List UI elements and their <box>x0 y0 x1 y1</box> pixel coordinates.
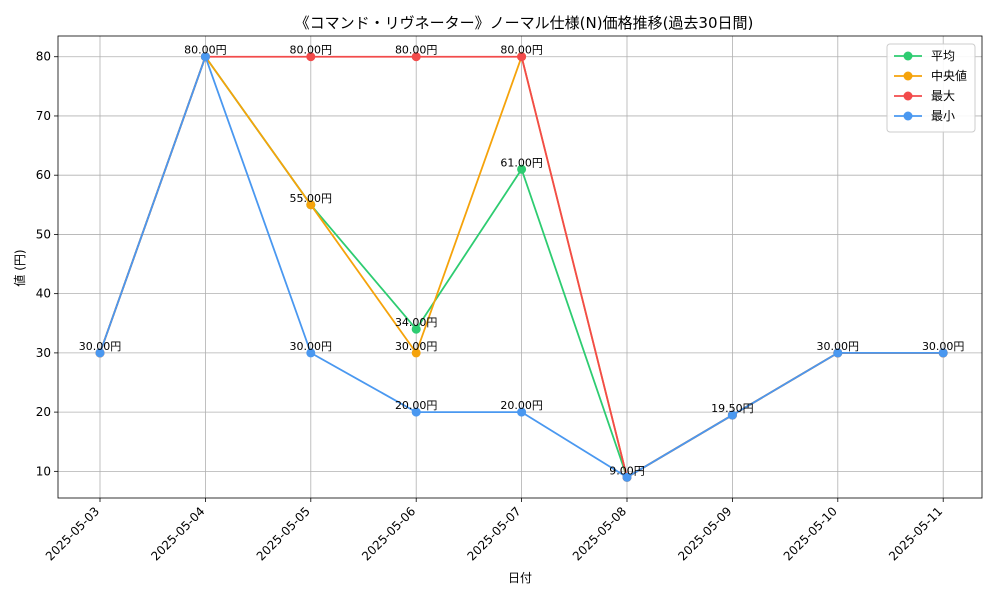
data-label: 30.00円 <box>817 340 860 353</box>
legend-box <box>886 43 976 133</box>
y-tick-label: 10 <box>36 464 51 478</box>
series-point-0 <box>411 324 421 334</box>
data-label: 30.00円 <box>290 340 333 353</box>
y-tick-label: 30 <box>36 346 51 360</box>
data-label: 34.00円 <box>395 316 438 329</box>
data-label: 61.00円 <box>500 156 543 169</box>
series-point-2 <box>517 52 527 62</box>
y-tick-label: 70 <box>36 109 51 123</box>
data-label: 30.00円 <box>79 340 122 353</box>
series-point-3 <box>727 410 737 420</box>
series-layer <box>95 52 948 482</box>
data-label: 9.00円 <box>609 464 645 477</box>
legend-marker-0 <box>903 51 913 61</box>
data-label: 55.00円 <box>290 192 333 205</box>
plot-frame <box>57 35 983 499</box>
series-point-1 <box>411 348 421 358</box>
series-point-3 <box>622 472 632 482</box>
legend-label-3: 最小 <box>931 109 955 123</box>
data-label: 19.50円 <box>711 402 754 415</box>
chart-title: 《コマンド・リヴネーター》ノーマル仕様(N)価格推移(過去30日間) <box>295 14 754 32</box>
data-label: 80.00円 <box>290 44 333 57</box>
series-point-3 <box>938 348 948 358</box>
x-axis-label: 日付 <box>508 571 532 585</box>
series-point-1 <box>306 200 316 210</box>
series-point-3 <box>833 348 843 358</box>
series-point-3 <box>517 407 527 417</box>
legend-label-2: 最大 <box>931 89 955 103</box>
y-tick-label: 20 <box>36 405 51 419</box>
data-label: 30.00円 <box>922 340 965 353</box>
legend-marker-1 <box>903 71 913 81</box>
y-tick-label: 40 <box>36 287 51 301</box>
y-tick-label: 50 <box>36 227 51 241</box>
series-point-3 <box>95 348 105 358</box>
data-label: 80.00円 <box>395 44 438 57</box>
data-label: 20.00円 <box>500 399 543 412</box>
series-point-0 <box>517 164 527 174</box>
y-tick-label: 80 <box>36 50 51 64</box>
data-label: 20.00円 <box>395 399 438 412</box>
series-point-3 <box>306 348 316 358</box>
legend-marker-2 <box>903 91 913 101</box>
series-point-2 <box>411 52 421 62</box>
data-labels-layer: 30.00円 80.00円 55.00円 34.00円 61.00円 9.00円 19.50… <box>79 44 965 478</box>
y-axis-label: 値 (円) <box>12 249 27 286</box>
data-label: 80.00円 <box>184 44 227 57</box>
series-point-3 <box>200 52 210 62</box>
y-tick-label: 60 <box>36 168 51 182</box>
series-point-2 <box>306 52 316 62</box>
legend-label-1: 中央値 <box>931 68 967 83</box>
data-label: 30.00円 <box>395 340 438 353</box>
series-point-3 <box>411 407 421 417</box>
data-label: 80.00円 <box>500 44 543 57</box>
legend-marker-3 <box>903 111 913 121</box>
legend-label-0: 平均 <box>931 49 955 63</box>
